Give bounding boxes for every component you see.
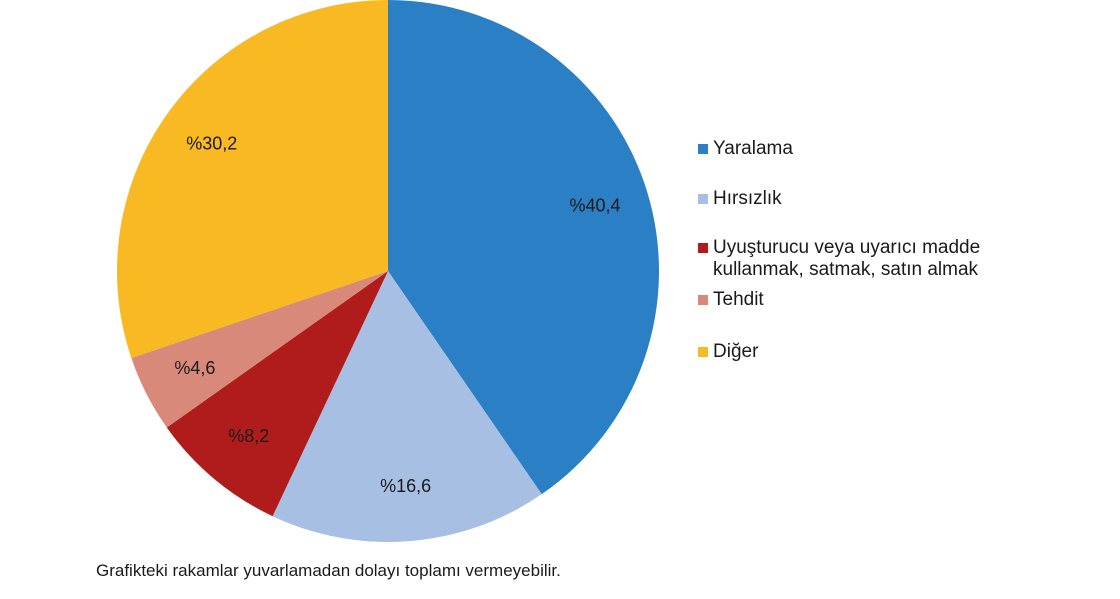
- legend-swatch: [698, 295, 708, 305]
- legend-item: Diğer: [698, 341, 1038, 363]
- pie-slice: [272, 271, 542, 542]
- pie-slice: [131, 271, 388, 428]
- data-label: %30,2: [186, 133, 237, 153]
- legend-label: Hırsızlık: [713, 188, 782, 209]
- legend-item: Tehdit: [698, 289, 1038, 311]
- legend-swatch: [698, 243, 708, 253]
- legend-item: Yaralama: [698, 138, 1038, 160]
- data-label: %4,6: [174, 358, 215, 378]
- footnote: Grafikteki rakamlar yuvarlamadan dolayı …: [96, 561, 561, 580]
- legend-item: Hırsızlık: [698, 188, 1038, 210]
- legend-label: Tehdit: [713, 289, 764, 310]
- legend-label: Yaralama: [713, 138, 793, 159]
- data-label: %8,2: [228, 426, 269, 446]
- legend-swatch: [698, 194, 708, 204]
- pie-slice: [166, 271, 388, 517]
- data-label: %16,6: [380, 476, 431, 496]
- legend-label: Diğer: [713, 341, 759, 362]
- legend-item: Uyuşturucu veya uyarıcı madde kullanmak,…: [698, 237, 1038, 281]
- legend-label: Uyuşturucu veya uyarıcı madde kullanmak,…: [713, 237, 981, 280]
- legend-swatch: [698, 347, 708, 357]
- data-label: %40,4: [569, 195, 620, 215]
- legend-swatch: [698, 144, 708, 154]
- pie-slice: [388, 0, 659, 495]
- pie-slice: [116, 0, 388, 358]
